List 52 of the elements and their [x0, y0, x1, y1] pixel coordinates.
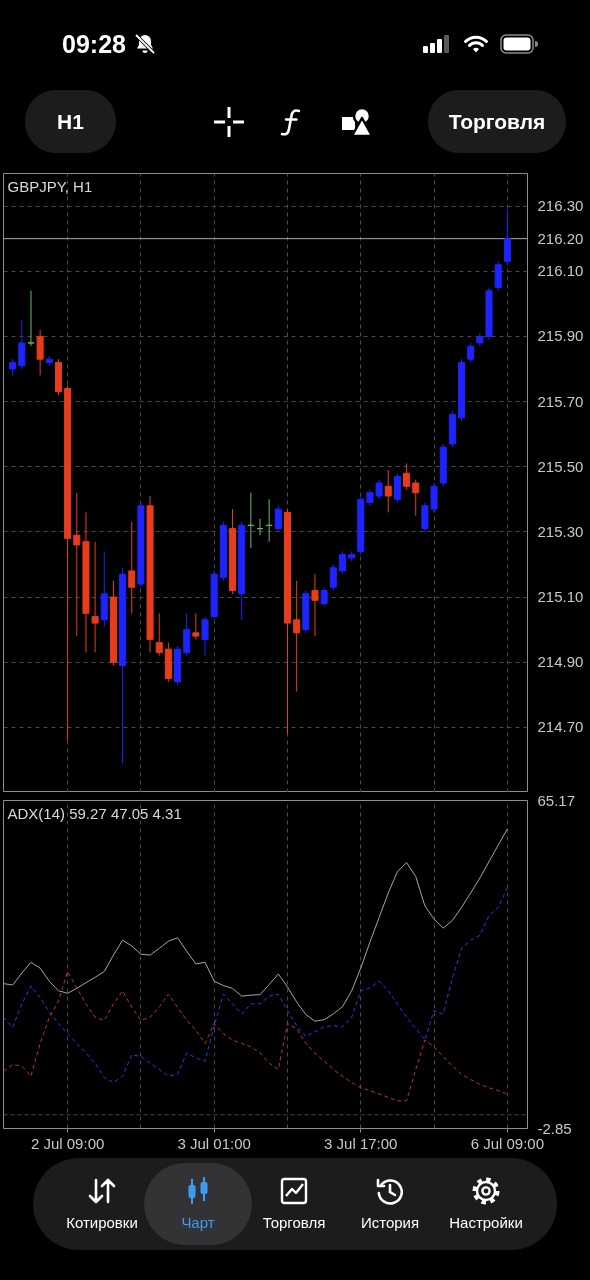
- candlestick: [201, 616, 209, 657]
- candlestick: [27, 290, 35, 347]
- category-label: История: [360, 1212, 420, 1232]
- candlestick: [329, 563, 337, 592]
- candlestick: [274, 505, 282, 533]
- chart-title: GBPJPY, H1: [7, 177, 93, 195]
- candlestick: [384, 469, 392, 513]
- y-tick-label: -2.85: [537, 1119, 572, 1137]
- x-tick-label: 3 Jul 01:00: [177, 1134, 251, 1152]
- candlestick: [155, 612, 163, 657]
- line-series: [3, 971, 508, 1102]
- category-label: Торговля: [262, 1212, 326, 1232]
- candlestick: [403, 462, 411, 491]
- y-tick-label: 216.10: [537, 262, 584, 280]
- y-tick-label: 215.30: [537, 522, 584, 540]
- candlestick: [128, 521, 136, 614]
- x-tick-label: 3 Jul 17:00: [324, 1134, 398, 1152]
- category-label: Чарт: [181, 1212, 215, 1232]
- text: 09:28: [62, 29, 126, 59]
- y-tick-label: 214.90: [537, 653, 584, 671]
- category-label: Настройки: [449, 1212, 523, 1232]
- candlestick: [293, 580, 301, 693]
- y-tick-label: 215.70: [537, 392, 584, 410]
- candlestick: [494, 260, 502, 292]
- candlestick: [91, 541, 99, 653]
- candlestick: [183, 612, 191, 657]
- candlestick: [467, 342, 475, 363]
- ref-line-label: 216.20: [537, 229, 584, 247]
- line-series: [3, 828, 508, 1022]
- candlestick: [73, 492, 81, 637]
- line-series: [3, 887, 508, 1083]
- candlestick: [393, 472, 401, 504]
- y-tick-label: 214.70: [537, 718, 584, 736]
- candlestick: [36, 329, 44, 376]
- candlestick: [18, 319, 26, 370]
- text: Торговля: [448, 109, 546, 134]
- chart-title: ADX(14) 59.27 47.05 4.31: [7, 804, 182, 822]
- x-tick-label: 2 Jul 09:00: [30, 1134, 105, 1152]
- x-tick-label: 6 Jul 09:00: [470, 1134, 545, 1152]
- candlestick: [192, 612, 200, 640]
- y-tick-label: 215.50: [537, 457, 584, 475]
- candlestick: [311, 573, 319, 637]
- candlestick: [338, 550, 346, 575]
- candlestick: [412, 479, 420, 517]
- y-tick-label: 215.90: [537, 327, 584, 345]
- y-tick-label: 215.10: [537, 588, 584, 606]
- text: H1: [57, 109, 84, 134]
- category-label: Котировки: [66, 1212, 138, 1232]
- y-tick-label: 216.30: [537, 197, 584, 215]
- y-tick-label: 65.17: [537, 791, 576, 809]
- candlestick: [503, 208, 511, 266]
- candlestick: [320, 586, 328, 608]
